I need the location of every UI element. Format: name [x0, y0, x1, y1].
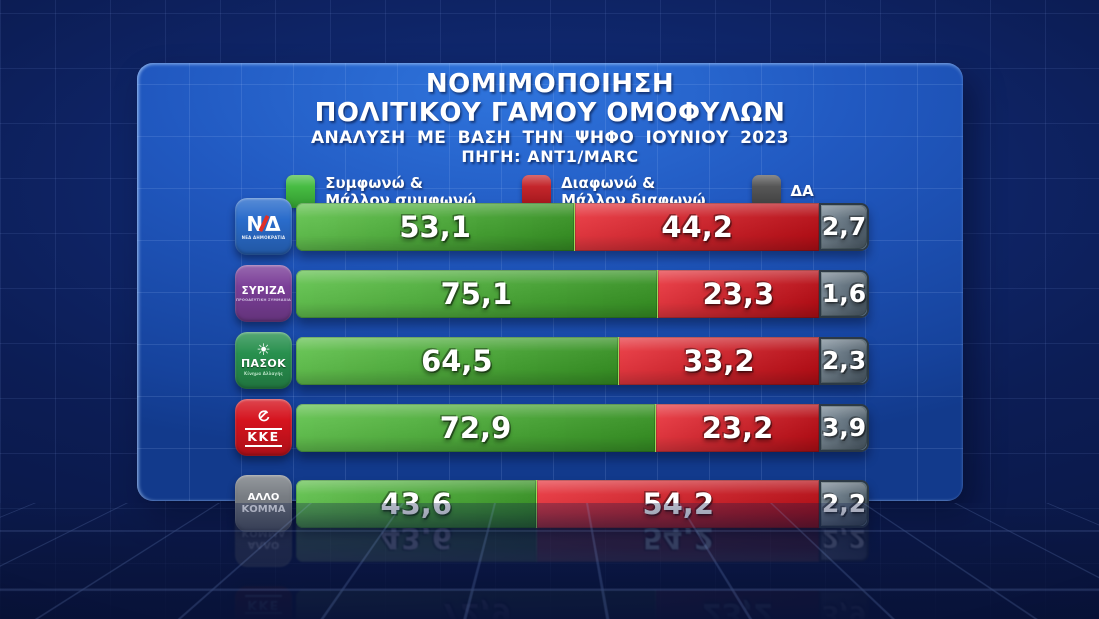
- bar-value-agree: 43,6: [380, 486, 453, 521]
- bar-value-agree: 72,9: [439, 410, 512, 445]
- nd-letter-d: Δ: [265, 211, 281, 236]
- chart-row-nd: Ν Δ ΝΕΑ ΔΗΜΟΚΡΑΤΙΑ 53,1 44,2 2,7: [235, 198, 869, 255]
- legend-disagree-line1: Διαφωνώ &: [561, 174, 656, 193]
- bar-segment-dk: 1,6: [819, 269, 869, 318]
- pasok-logo-name: ΠΑΣΟΚ: [240, 357, 287, 371]
- party-logo-caption: ΝΕΑ ΔΗΜΟΚΡΑΤΙΑ: [241, 234, 286, 240]
- bar-value-agree-refl: 72,9: [439, 597, 512, 619]
- bar-segment-disagree-refl: 23,2: [655, 590, 819, 619]
- subtitle: ΑΝΑΛΥΣΗ ΜΕ ΒΑΣΗ ΤΗΝ ΨΗΦΟ ΙΟΥΝΙΟΥ 2023: [311, 127, 789, 148]
- legend-swatch-green: [286, 175, 316, 209]
- bar-segment-disagree: 33,2: [618, 336, 820, 385]
- chart-row-syriza: ΣΥΡΙΖΑ ΠΡΟΟΔΕΥΤΙΚΗ ΣΥΜΜΑΧΙΑ 75,1 23,3 1,6: [235, 265, 869, 322]
- bar-segment-dk: 2,7: [819, 202, 869, 251]
- legend-label-dk: ΔΑ: [790, 182, 814, 201]
- syriza-logo-name: ΣΥΡΙΖΑ: [241, 285, 286, 297]
- bar-value-dk: 3,9: [821, 413, 867, 442]
- stacked-bar: 72,9 23,2 3,9: [296, 403, 869, 452]
- bar-segment-dk-refl: 3,9: [819, 590, 869, 619]
- bar-segment-disagree: 23,3: [657, 269, 820, 318]
- bar-value-disagree: 23,2: [701, 410, 774, 445]
- party-logo-nd: Ν Δ ΝΕΑ ΔΗΜΟΚΡΑΤΙΑ: [235, 198, 292, 255]
- party-logo-allo: ΑΛΛΟ ΚΟΜΜΑ: [235, 475, 292, 532]
- legend-agree-line1: Συμφωνώ &: [325, 174, 423, 193]
- party-logo-syriza: ΣΥΡΙΖΑ ΠΡΟΟΔΕΥΤΙΚΗ ΣΥΜΜΑΧΙΑ: [235, 265, 292, 322]
- title-line-2: ΠΟΛΙΤΙΚΟΥ ΓΑΜΟΥ ΟΜΟΦΥΛΩΝ: [314, 98, 786, 129]
- bar-segment-disagree: 44,2: [575, 202, 819, 251]
- kke-logo-name: ΚΚΕ: [245, 428, 282, 447]
- stacked-bar: 43,6 54,2 2,2: [296, 479, 869, 528]
- bar-value-disagree: 23,3: [702, 276, 775, 311]
- stacked-bar: 53,1 44,2 2,7: [296, 202, 869, 251]
- bar-value-agree: 64,5: [421, 343, 493, 378]
- hammer-sickle-icon-refl: [257, 615, 270, 619]
- chart-rows: Ν Δ ΝΕΑ ΔΗΜΟΚΡΑΤΙΑ 53,1 44,2 2,7 ΣΥΡΙΖΑ ΠΡΟΟΔΕΥ…: [235, 198, 869, 532]
- bar-value-disagree: 44,2: [661, 209, 733, 244]
- bar-segment-dk: 2,2: [819, 479, 869, 528]
- chart-row-kke-refl: ΚΚΕ 72,9 23,2 3,9: [235, 586, 869, 619]
- party-logo-kke-refl: ΚΚΕ: [235, 586, 292, 619]
- bar-value-dk: 2,2: [821, 489, 867, 518]
- chart-row-kke: ΚΚΕ 72,9 23,2 3,9: [235, 399, 869, 456]
- bar-value-dk-refl: 3,9: [821, 600, 867, 619]
- party-logo-pasok: ☀ ΠΑΣΟΚ Κίνημα Αλλαγής: [235, 332, 292, 389]
- bar-value-disagree-refl: 23,2: [701, 597, 774, 619]
- party-logo-caption: Κίνημα Αλλαγής: [244, 371, 283, 377]
- bar-segment-agree-refl: 72,9: [296, 590, 656, 619]
- hammer-sickle-icon: [257, 408, 270, 427]
- bar-segment-agree: 75,1: [296, 269, 658, 318]
- bar-segment-dk: 2,3: [819, 336, 869, 385]
- source-line: ΠΗΓΗ: ΑΝΤ1/MARC: [461, 146, 639, 166]
- bar-segment-dk: 3,9: [819, 403, 869, 452]
- bar-value-dk: 2,7: [821, 212, 867, 241]
- bar-segment-agree: 43,6: [296, 479, 538, 528]
- party-logo-kke: ΚΚΕ: [235, 399, 292, 456]
- title-block: ΝΟΜΙΜΟΠΟΙΗΣΗ ΠΟΛΙΤΙΚΟΥ ΓΑΜΟΥ ΟΜΟΦΥΛΩΝ ΑΝ…: [137, 63, 963, 166]
- title-line-1: ΝΟΜΙΜΟΠΟΙΗΣΗ: [425, 69, 675, 99]
- bar-segment-disagree: 54,2: [537, 479, 819, 528]
- kke-logo-name-refl: ΚΚΕ: [245, 595, 282, 614]
- chart-board: ΝΟΜΙΜΟΠΟΙΗΣΗ ΠΟΛΙΤΙΚΟΥ ΓΑΜΟΥ ΟΜΟΦΥΛΩΝ ΑΝ…: [137, 63, 963, 532]
- stacked-bar: 75,1 23,3 1,6: [296, 269, 869, 318]
- party-logo-caption: ΠΡΟΟΔΕΥΤΙΚΗ ΣΥΜΜΑΧΙΑ: [236, 298, 291, 302]
- bar-value-agree: 75,1: [440, 276, 513, 311]
- chart-row-pasok: ☀ ΠΑΣΟΚ Κίνημα Αλλαγής 64,5 33,2 2,3: [235, 332, 869, 389]
- stacked-bar-refl: 72,9 23,2 3,9: [296, 590, 869, 619]
- bar-value-disagree: 54,2: [642, 486, 715, 521]
- bar-segment-agree: 53,1: [296, 202, 576, 251]
- bar-segment-agree: 64,5: [296, 336, 619, 385]
- bar-value-dk: 2,3: [821, 346, 867, 375]
- bar-value-disagree: 33,2: [683, 343, 755, 378]
- chart-row-allo: ΑΛΛΟ ΚΟΜΜΑ 43,6 54,2 2,2: [235, 475, 869, 532]
- bar-segment-agree: 72,9: [296, 403, 656, 452]
- bar-value-dk: 1,6: [821, 279, 867, 308]
- stacked-bar: 64,5 33,2 2,3: [296, 336, 869, 385]
- bar-value-agree: 53,1: [399, 209, 471, 244]
- bar-segment-disagree: 23,2: [655, 403, 820, 452]
- pasok-sun-icon: ☀: [256, 339, 271, 359]
- allo-komma-logo-name: ΑΛΛΟ ΚΟΜΜΑ: [241, 492, 286, 515]
